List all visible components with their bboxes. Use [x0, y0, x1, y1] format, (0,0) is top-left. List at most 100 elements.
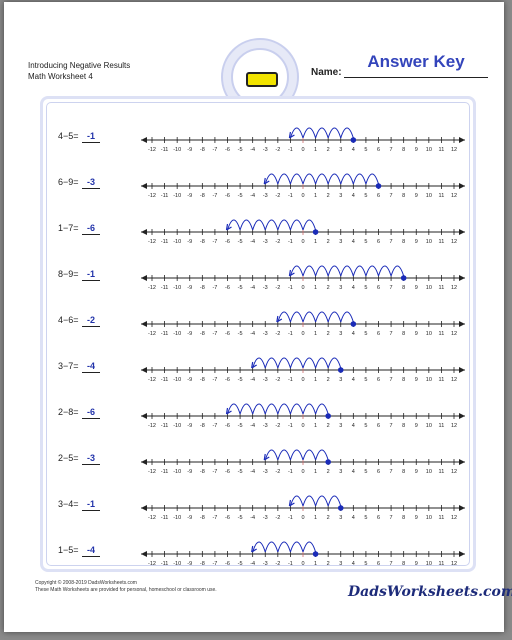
tick-label: 6 — [377, 515, 380, 521]
arrow-right-icon — [459, 505, 465, 511]
tick-label: 8 — [402, 469, 405, 475]
hop-arrowhead-icon — [263, 453, 270, 461]
tick-label: -7 — [212, 285, 217, 291]
tick-label: 11 — [439, 469, 445, 475]
arrow-left-icon — [141, 229, 147, 235]
tick-label: -2 — [275, 147, 280, 153]
tick-label: -8 — [200, 331, 205, 337]
tick-label: 6 — [377, 147, 380, 153]
hop-arc — [340, 127, 354, 139]
hop-arc — [327, 173, 342, 185]
tick-label: -5 — [238, 147, 243, 153]
tick-label: -1 — [288, 469, 293, 475]
tick-label: -12 — [148, 147, 156, 153]
tick-label: 7 — [390, 515, 393, 521]
tick-label: 3 — [339, 423, 342, 429]
tick-label: -1 — [288, 239, 293, 245]
tick-label: 3 — [339, 285, 342, 291]
tick-label: 12 — [451, 147, 457, 153]
hop-arc — [302, 541, 317, 553]
tick-label: 10 — [426, 285, 432, 291]
tick-label: 9 — [415, 193, 418, 199]
hop-arc — [289, 265, 304, 277]
tick-label: -9 — [187, 423, 192, 429]
tick-label: -11 — [161, 285, 169, 291]
tick-label: 2 — [327, 239, 330, 245]
start-point-dot — [375, 183, 382, 189]
hop-arc — [264, 357, 279, 369]
tick-label: -6 — [225, 239, 230, 245]
tick-label: -3 — [263, 193, 268, 199]
arrow-right-icon — [459, 551, 465, 557]
arrow-right-icon — [459, 137, 465, 143]
tick-label: 5 — [364, 561, 367, 567]
hop-arc — [390, 265, 405, 277]
tick-label: -12 — [148, 377, 156, 383]
arrow-left-icon — [141, 137, 147, 143]
hop-arc — [302, 127, 317, 139]
tick-label: 0 — [301, 377, 304, 383]
tick-label: -4 — [250, 469, 255, 475]
tick-label: 12 — [451, 469, 457, 475]
problem-answer: -3 — [82, 452, 100, 465]
tick-label: -5 — [238, 239, 243, 245]
tick-label: 11 — [439, 331, 445, 337]
tick-label: -5 — [238, 377, 243, 383]
tick-label: -2 — [275, 423, 280, 429]
tick-label: 9 — [415, 469, 418, 475]
tick-label: -11 — [161, 147, 169, 153]
tick-label: 5 — [364, 331, 367, 337]
hop-arc — [289, 173, 304, 185]
tick-label: 11 — [439, 377, 445, 383]
tick-label: -9 — [187, 239, 192, 245]
arrow-left-icon — [141, 367, 147, 373]
hop-arc — [227, 219, 241, 231]
tick-label: -6 — [225, 561, 230, 567]
tick-label: 3 — [339, 377, 342, 383]
tick-label: -4 — [250, 285, 255, 291]
tick-label: 7 — [390, 147, 393, 153]
tick-label: 10 — [426, 239, 432, 245]
tick-label: -10 — [173, 561, 181, 567]
tick-label: 8 — [402, 331, 405, 337]
start-point-dot — [325, 459, 331, 465]
tick-label: 12 — [451, 377, 457, 383]
tick-label: 0 — [301, 515, 304, 521]
answer-key-label: Answer Key — [367, 52, 465, 71]
tick-label: -8 — [200, 423, 205, 429]
tick-label: -5 — [238, 331, 243, 337]
worksheet-page: Introducing Negative Results Math Worksh… — [4, 2, 512, 632]
arrow-left-icon — [141, 321, 147, 327]
problems-frame — [40, 96, 476, 572]
arrow-left-icon — [141, 551, 147, 557]
tick-label: 2 — [327, 147, 330, 153]
tick-label: -6 — [225, 377, 230, 383]
hop-arc — [302, 173, 317, 185]
tick-label: -2 — [275, 285, 280, 291]
tick-label: -12 — [148, 515, 156, 521]
tick-label: -2 — [275, 239, 280, 245]
tick-label: 2 — [327, 469, 330, 475]
tick-label: -10 — [173, 377, 181, 383]
hop-arc — [302, 265, 317, 277]
tick-label: -2 — [275, 193, 280, 199]
hop-arc — [302, 357, 317, 369]
problems-frame-inner — [46, 102, 470, 566]
tick-label: 2 — [327, 561, 330, 567]
tick-label: 7 — [390, 239, 393, 245]
hop-arc — [289, 357, 304, 369]
tick-label: 12 — [451, 331, 457, 337]
number-line: -12 -11 -10 -9 -8 -7 -6 -5 -4 -3 -2 -1 0 1 2 3 4 5 6 7 8 9 10 1… — [141, 173, 465, 199]
tick-label: -9 — [187, 285, 192, 291]
tick-label: -11 — [161, 561, 169, 567]
problem-answer: -1 — [82, 498, 100, 511]
arrow-right-icon — [459, 321, 465, 327]
number-line: -12 -11 -10 -9 -8 -7 -6 -5 -4 -3 -2 -1 0 1 2 3 4 5 6 7 8 9 10 1… — [141, 449, 465, 475]
tick-label: 4 — [352, 561, 355, 567]
number-line: -12 -11 -10 -9 -8 -7 -6 -5 -4 -3 -2 -1 0 1 2 3 4 5 6 7 8 9 10 1… — [141, 219, 465, 245]
hop-arc — [302, 403, 317, 415]
start-point-dot — [337, 367, 344, 373]
tick-label: -8 — [200, 147, 205, 153]
tick-label: -7 — [212, 469, 217, 475]
hop-arc — [289, 127, 304, 139]
